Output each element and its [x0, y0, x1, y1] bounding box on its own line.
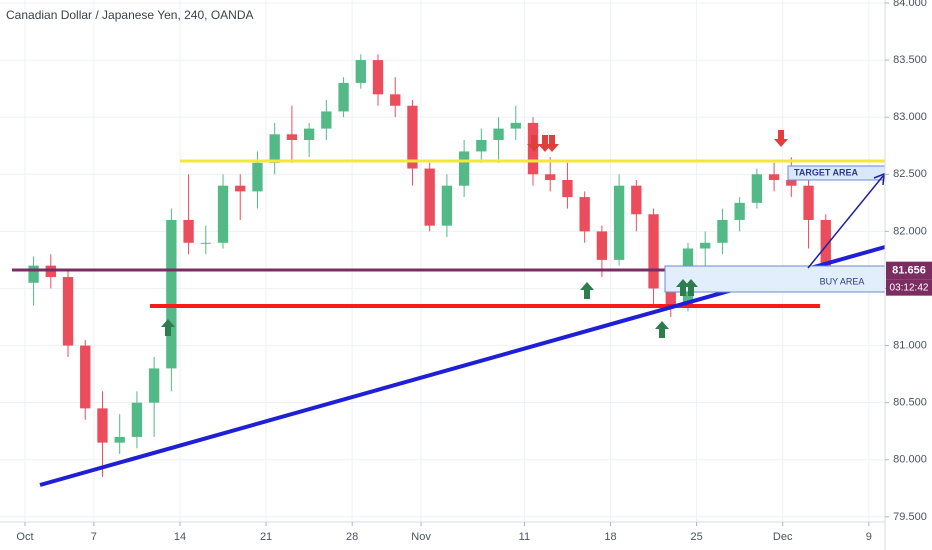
- x-tick-label: Dec: [773, 531, 793, 543]
- candle-body: [596, 231, 608, 260]
- candle-body: [62, 277, 74, 346]
- candle-body: [183, 219, 194, 243]
- candle-body: [545, 174, 556, 180]
- candle-body: [579, 197, 590, 232]
- candle-body: [648, 214, 659, 289]
- candle-body: [441, 185, 453, 226]
- x-tick-label: Nov: [411, 531, 431, 543]
- candle-body: [114, 436, 125, 443]
- candle-body: [286, 134, 298, 141]
- candle-body: [166, 219, 177, 369]
- y-tick-label: 83.500: [893, 54, 927, 66]
- buy-box: [664, 265, 886, 293]
- x-tick-label: 14: [174, 531, 186, 543]
- buy-arrows: [161, 279, 698, 338]
- up-arrow: [580, 282, 594, 299]
- up-arrow: [655, 321, 669, 338]
- countdown-tag: [886, 279, 932, 296]
- candle-body: [665, 288, 676, 306]
- candle-body: [80, 345, 91, 409]
- up-arrow: [676, 279, 690, 296]
- axes: 79.50080.00080.50081.00081.50082.00082.5…: [16, 0, 932, 543]
- candle-body: [338, 82, 349, 112]
- candle-body: [493, 128, 504, 141]
- candle-body: [148, 368, 160, 403]
- projection-arrow: [807, 175, 884, 269]
- down-arrow: [527, 135, 541, 152]
- y-tick-label: 79.500: [893, 511, 927, 523]
- candle-body: [458, 151, 470, 186]
- x-tick-label: 21: [260, 531, 272, 543]
- down-arrow: [774, 130, 788, 147]
- candle-body: [631, 185, 642, 215]
- candle-body: [321, 111, 332, 129]
- candle-body: [407, 105, 418, 169]
- candle-body: [510, 122, 521, 129]
- y-tick-label: 80.500: [893, 397, 927, 409]
- last-price-label: 81.656: [892, 265, 926, 277]
- x-tick-label: 9: [866, 531, 872, 543]
- candle-body: [562, 179, 573, 198]
- candle-body: [200, 242, 211, 244]
- target-label: TARGET AREA: [794, 167, 858, 177]
- countdown-label: 03:12:42: [890, 282, 929, 293]
- buy-label: BUY AREA: [820, 276, 865, 286]
- sell-arrows: [527, 130, 788, 152]
- candle-body: [734, 202, 745, 220]
- candle-body: [303, 128, 315, 141]
- candle-body: [768, 174, 780, 180]
- candle-body: [372, 60, 384, 95]
- x-tick-label: Oct: [16, 531, 33, 543]
- candle-body: [355, 60, 366, 83]
- down-arrow: [545, 135, 559, 152]
- candle-body: [97, 408, 108, 443]
- up-arrow: [684, 279, 698, 296]
- candle-body: [786, 179, 797, 186]
- candle-body: [131, 402, 143, 437]
- last-price-tag: [886, 261, 932, 280]
- candle-body: [613, 185, 625, 260]
- x-tick-label: 28: [346, 531, 358, 543]
- candle-body: [217, 185, 229, 243]
- candle-body: [235, 185, 246, 192]
- candle-body: [803, 185, 814, 220]
- y-tick-label: 83.000: [893, 111, 927, 123]
- y-tick-label: 84.000: [893, 0, 927, 9]
- x-tick-label: 7: [91, 531, 97, 543]
- y-tick-label: 80.000: [893, 454, 927, 466]
- candle-body: [751, 174, 763, 203]
- candle-body: [28, 265, 39, 283]
- drawings: TARGET AREA BUY AREA: [12, 130, 886, 487]
- y-tick-label: 82.000: [893, 225, 927, 237]
- chart-title: Canadian Dollar / Japanese Yen, 240, OAN…: [6, 8, 254, 22]
- candle-body: [717, 219, 728, 243]
- grid: [0, 0, 885, 522]
- y-tick-label: 82.500: [893, 168, 927, 180]
- candle-body: [700, 242, 711, 249]
- candle-body: [424, 168, 435, 226]
- candle-body: [390, 94, 401, 106]
- arrow-head: [873, 172, 885, 186]
- candle-body: [476, 140, 487, 152]
- up-arrow: [161, 319, 175, 336]
- x-tick-label: 18: [604, 531, 616, 543]
- y-tick-label: 81.000: [893, 339, 927, 351]
- candle-body: [252, 162, 263, 192]
- x-tick-label: 11: [519, 531, 530, 543]
- candle-body: [269, 134, 280, 163]
- x-tick-label: 25: [690, 531, 702, 543]
